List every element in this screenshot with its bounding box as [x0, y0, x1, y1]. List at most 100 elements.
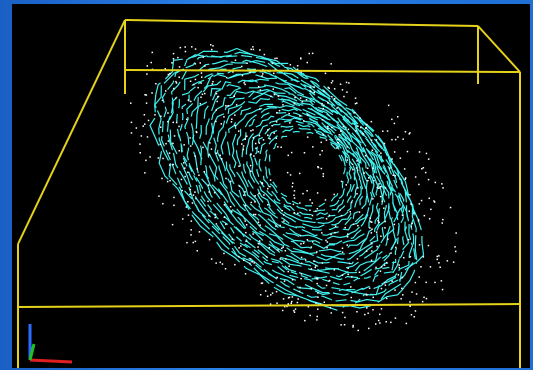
- point: [376, 246, 378, 248]
- point: [270, 294, 272, 296]
- point: [171, 62, 173, 64]
- point: [152, 52, 154, 54]
- point: [195, 198, 197, 200]
- point: [442, 289, 444, 291]
- point: [442, 219, 444, 221]
- point: [291, 303, 293, 305]
- point: [189, 137, 191, 139]
- axis-x: [30, 360, 72, 362]
- point: [428, 158, 430, 160]
- point: [371, 232, 373, 234]
- point: [342, 248, 344, 250]
- point: [304, 320, 306, 322]
- point: [225, 105, 227, 107]
- point: [366, 294, 368, 296]
- point: [360, 127, 362, 129]
- point: [183, 144, 185, 146]
- point: [209, 239, 211, 241]
- point: [249, 263, 251, 265]
- point: [250, 154, 252, 156]
- point: [315, 302, 317, 304]
- point: [255, 214, 256, 216]
- point: [288, 271, 290, 273]
- point: [347, 244, 349, 246]
- point: [289, 122, 291, 124]
- point: [243, 194, 245, 196]
- point: [181, 179, 183, 181]
- point: [253, 49, 255, 51]
- point: [309, 199, 311, 201]
- point: [415, 176, 417, 178]
- point: [292, 183, 294, 185]
- point: [327, 102, 329, 104]
- point: [253, 262, 255, 264]
- point: [312, 202, 314, 204]
- point: [351, 276, 353, 278]
- point: [252, 233, 254, 235]
- point: [437, 256, 439, 258]
- point: [326, 139, 328, 141]
- point: [336, 107, 338, 109]
- point: [356, 102, 358, 104]
- point: [215, 262, 217, 264]
- point: [212, 45, 214, 47]
- point: [227, 105, 229, 107]
- point: [415, 310, 417, 312]
- point: [317, 292, 319, 294]
- point: [241, 143, 243, 145]
- point: [317, 278, 319, 280]
- point: [191, 220, 193, 222]
- point: [264, 54, 266, 56]
- point: [384, 264, 386, 266]
- point: [323, 176, 325, 178]
- point: [282, 246, 284, 248]
- point: [148, 120, 150, 122]
- point: [169, 164, 171, 166]
- point: [165, 90, 167, 92]
- point: [144, 94, 146, 96]
- point: [380, 196, 382, 198]
- point: [310, 87, 312, 89]
- point: [188, 99, 190, 101]
- point: [266, 256, 268, 258]
- point: [300, 57, 302, 59]
- point: [295, 308, 297, 310]
- point: [357, 225, 359, 227]
- point: [246, 63, 248, 65]
- point: [198, 175, 200, 177]
- point: [263, 194, 265, 196]
- point: [212, 81, 214, 83]
- point: [160, 127, 162, 129]
- point: [299, 202, 301, 204]
- point: [447, 260, 449, 262]
- point: [276, 121, 278, 123]
- point: [349, 263, 351, 265]
- point: [315, 210, 317, 212]
- point: [151, 92, 153, 94]
- point: [202, 94, 204, 96]
- point: [334, 269, 336, 271]
- point: [246, 136, 248, 138]
- point: [280, 258, 282, 260]
- point: [390, 322, 392, 324]
- point: [391, 158, 393, 160]
- point: [356, 311, 358, 313]
- point: [391, 119, 393, 121]
- point: [211, 49, 213, 51]
- point: [196, 132, 198, 134]
- point: [238, 130, 240, 132]
- point: [368, 177, 370, 179]
- point: [216, 109, 218, 111]
- point: [149, 156, 151, 158]
- point: [391, 280, 393, 282]
- point: [282, 310, 284, 312]
- point: [297, 298, 299, 300]
- point: [301, 263, 303, 265]
- point: [186, 206, 188, 208]
- point: [380, 152, 382, 154]
- point: [180, 47, 182, 49]
- point: [355, 97, 357, 99]
- point: [365, 155, 367, 157]
- point: [362, 133, 364, 135]
- point: [294, 97, 296, 99]
